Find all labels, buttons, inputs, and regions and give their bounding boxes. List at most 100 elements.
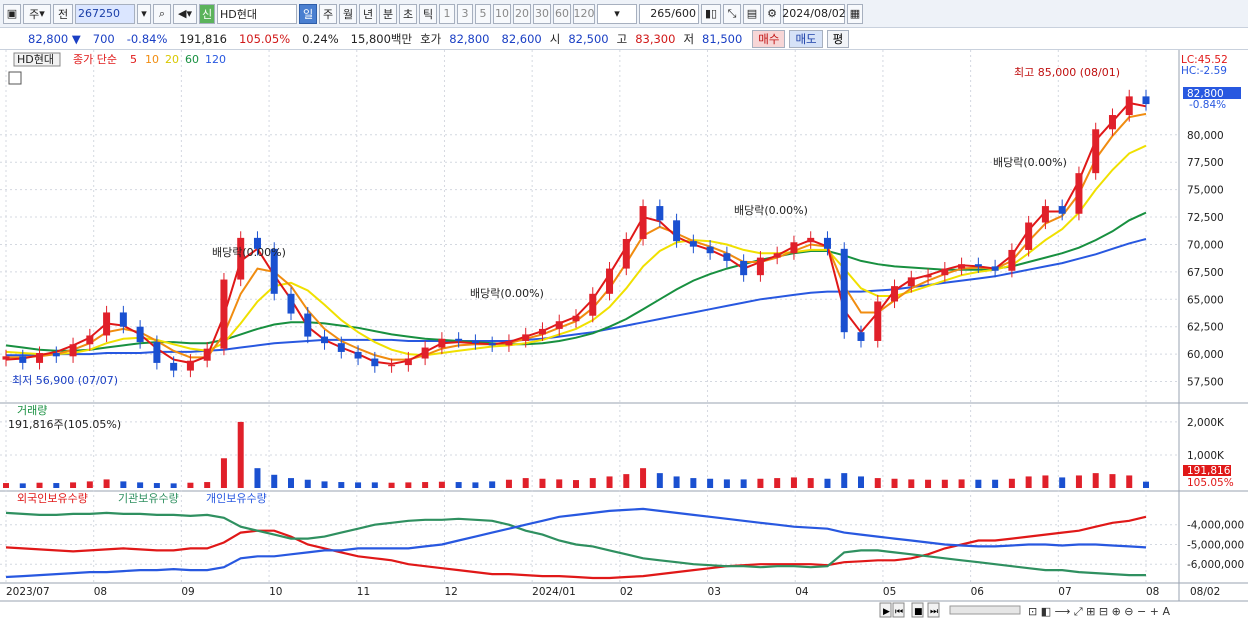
volume-bar [271,474,278,488]
volume-bar [774,478,781,488]
candle-body [1041,206,1049,223]
stock-code-input[interactable]: 267250 [75,3,135,24]
scroll-slider[interactable] [949,605,1021,615]
volume-bar [505,479,512,488]
candle-body [270,248,278,294]
candle-body [974,264,982,267]
save-icon[interactable]: ▤ [743,3,761,24]
multiplier-3[interactable]: 3 [457,3,473,24]
buy-button[interactable]: 매수 [752,29,786,48]
interval-day[interactable]: 일 [299,3,317,24]
zoom-tools-icon[interactable]: ⊡ ◧ ⟶ ⤢ ⊞ ⊟ ⊕ ⊖ − + A [1028,605,1170,618]
date-value: 2024/08/02 [782,7,846,20]
volume-bar [1059,477,1066,488]
period-select[interactable]: 주 ▾ [23,3,51,24]
candle-type-icon[interactable]: ▮▯ [701,3,721,24]
volume-bar [153,483,160,488]
price-tick-label: 62,500 [1187,322,1224,334]
calendar-icon[interactable]: ▦ [847,3,863,24]
settings-icon[interactable]: ⚙ [763,3,781,24]
draw-tool-icon[interactable]: ⤡ [723,3,741,24]
candle-body [86,335,94,345]
new-listing-badge: 신 [199,3,215,24]
ma20-legend: 20 [165,53,179,66]
volume-bar [288,478,294,488]
price-tick-label: 70,000 [1187,239,1224,251]
scroll-right-icon: ▶ [883,607,890,617]
volume-bar [992,479,999,488]
sell-button[interactable]: 매도 [789,29,823,48]
price-panel-title: HD현대 [17,53,54,66]
interval-year[interactable]: 년 [359,3,377,24]
candle-body [773,253,781,258]
stock-name-field[interactable]: HD현대 [217,3,297,24]
candle-body [136,326,144,343]
interval-tick[interactable]: 틱 [419,3,437,24]
compare-button[interactable]: 전 [53,3,73,24]
date-input[interactable]: 2024/08/02 [782,3,846,24]
interval-day-label: 일 [302,7,314,21]
count-input[interactable]: 265/600 [639,3,699,24]
volume-bar [858,476,864,488]
multiplier-20[interactable]: 20 [513,3,531,24]
volume-bar [522,478,529,488]
foreign-legend: 외국인보유수량 [17,492,88,505]
multiplier-custom-input[interactable]: ▾ [597,3,637,24]
layout-icon[interactable]: ▣ [3,3,21,24]
quote-bar: 82,800 ▼ 700 -0.84% 191,816 105.05% 0.24… [0,28,1248,50]
volume-bar [740,479,747,488]
interval-week[interactable]: 주 [319,3,337,24]
interval-second[interactable]: 초 [399,3,417,24]
candle-body [857,332,865,341]
code-dropdown-icon[interactable]: ▾ [137,3,151,24]
speaker-icon[interactable]: ◀▾ [173,3,197,24]
candle-body [388,365,396,367]
trade-value: 15,800백만 [350,31,413,46]
price-tick-label: 80,000 [1187,130,1224,142]
volume-bar [103,479,110,488]
volume-bar [757,478,764,488]
volume-bar [137,482,144,488]
multiplier-60[interactable]: 60 [553,3,571,24]
multiplier-30[interactable]: 30 [533,3,551,24]
multiplier-120-label: 120 [573,7,595,20]
turnover-rate: 0.24% [302,31,339,46]
volume-bar [723,479,730,488]
interval-month[interactable]: 월 [339,3,357,24]
candle-body [103,312,111,336]
multiplier-5[interactable]: 5 [475,3,491,24]
stock-chart[interactable]: 57,500 60,000 62,500 65,000 67,500 70,000 72,5… [0,50,1248,621]
multiplier-10[interactable]: 10 [493,3,511,24]
price-change-pct: -0.84% [126,31,168,46]
eval-button[interactable]: 평 [826,29,850,48]
candle-body [555,321,563,329]
volume-bar [807,478,814,488]
scroll-controls[interactable]: ▶ ⏮ ■ ⏭ ⊡ ◧ ⟶ ⤢ ⊞ ⊟ ⊕ ⊖ − + A [879,602,1170,618]
candle-body [606,268,614,294]
volume-panel-title: 거래량 [17,404,47,417]
volume-bar [841,473,848,488]
interval-minute[interactable]: 분 [379,3,397,24]
volume-tick-label: 2,000K [1187,417,1225,429]
x-tick-label: 10 [269,586,282,598]
x-tick-label: 12 [444,586,457,598]
volume-panel-subtitle: 191,816주(105.05%) [8,418,121,431]
volume-bar [673,476,680,488]
volume-bar [539,478,546,488]
interval-week-label: 주 [322,7,334,21]
ma60-legend: 60 [185,53,199,66]
volume-bar [606,476,613,488]
price-tick-label: 77,500 [1187,157,1224,169]
volume-bar [220,458,227,488]
multiplier-1[interactable]: 1 [439,3,455,24]
last-change-label: -0.84% [1189,99,1226,111]
multiplier-120[interactable]: 120 [573,3,595,24]
indiv-legend: 개인보유수량 [206,492,267,505]
eval-button-label: 평 [832,31,844,46]
candle-body [740,260,748,276]
search-icon[interactable]: ⌕ [153,3,171,24]
grid-toggle-icon[interactable] [8,71,22,85]
candle-body [790,242,798,254]
volume-tick-label: 1,000K [1187,450,1225,462]
candle-body [253,237,261,249]
